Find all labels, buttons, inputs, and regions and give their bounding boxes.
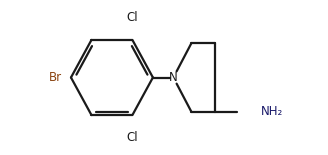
Text: N: N (169, 71, 178, 84)
Text: NH₂: NH₂ (260, 105, 283, 118)
Text: Cl: Cl (127, 11, 138, 24)
Text: Cl: Cl (127, 131, 138, 144)
Text: Br: Br (49, 71, 62, 84)
